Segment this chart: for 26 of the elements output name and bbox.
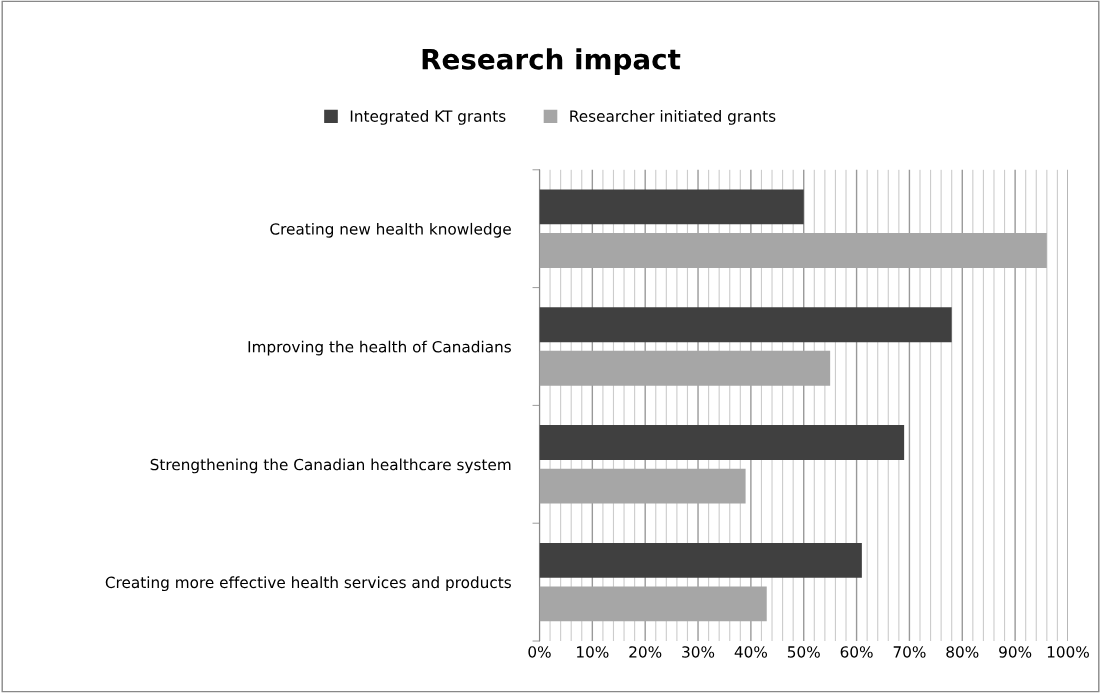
- bar: [539, 350, 831, 386]
- bar: [539, 468, 746, 504]
- x-tick-label: 100%: [1047, 646, 1089, 658]
- x-tick-label: 40%: [734, 646, 768, 658]
- y-tick-label: Improving the health of Canadians: [248, 340, 511, 356]
- x-tick-label: 30%: [682, 646, 715, 658]
- chart-title: Research impact: [422, 48, 681, 76]
- x-tick-label: 60%: [840, 646, 873, 658]
- bar: [539, 586, 767, 622]
- bar: [539, 307, 952, 343]
- x-tick-label: 70%: [893, 646, 926, 658]
- bar: [539, 425, 905, 460]
- x-tick-label: 80%: [946, 646, 979, 658]
- y-tick-label: Creating more effective health services and products: [105, 576, 511, 592]
- x-tick-label: 50%: [787, 646, 820, 658]
- legend-label: Integrated KT grants: [350, 110, 506, 125]
- x-tick-label: 10%: [577, 646, 609, 658]
- y-tick-label: Strengthening the Canadian healthcare system: [150, 458, 511, 474]
- x-tick-label: 0%: [528, 646, 551, 658]
- bar: [539, 189, 804, 225]
- x-tick-label: 90%: [999, 646, 1032, 658]
- y-tick-label: Creating new health knowledge: [270, 222, 511, 238]
- bar: [539, 233, 1047, 268]
- legend-label: Researcher initiated grants: [570, 110, 776, 125]
- bar: [539, 542, 862, 578]
- x-tick-label: 20%: [629, 646, 662, 658]
